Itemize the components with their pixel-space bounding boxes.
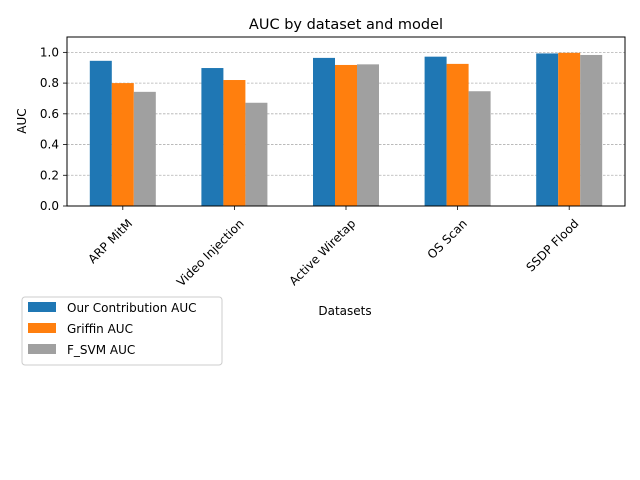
bar-2-arp-mitm xyxy=(111,83,134,206)
y-tick-label: 1.0 xyxy=(40,45,59,59)
bar-1-ssdp-flood xyxy=(536,53,559,207)
x-axis-label: Datasets xyxy=(318,304,371,318)
y-tick-label: 0.0 xyxy=(40,199,59,213)
bar-1-active-wiretap xyxy=(313,57,335,206)
y-tick-label: 0.2 xyxy=(40,168,59,182)
y-tick-label: 0.4 xyxy=(40,138,59,152)
y-tick-label: 0.8 xyxy=(40,76,59,90)
bar-2-video-injection xyxy=(223,80,246,206)
legend-label: Griffin AUC xyxy=(67,322,133,336)
bar-3-arp-mitm xyxy=(133,91,156,206)
bar-3-video-injection xyxy=(245,102,268,206)
y-axis-ticks: 0.0 0.2 0.4 0.6 0.8 1.0 xyxy=(40,45,67,213)
bar-3-ssdp-flood xyxy=(580,54,603,206)
legend-label: Our Contribution AUC xyxy=(67,301,197,315)
y-tick-label: 0.6 xyxy=(40,107,59,121)
legend-label: F_SVM AUC xyxy=(67,343,135,357)
bar-3-active-wiretap xyxy=(357,64,379,206)
bars xyxy=(89,52,603,207)
legend-swatch xyxy=(28,302,56,312)
chart-title: AUC by dataset and model xyxy=(249,17,443,33)
y-axis-label: AUC xyxy=(15,108,29,133)
bar-2-ssdp-flood xyxy=(558,52,581,206)
legend-swatch xyxy=(28,344,56,354)
legend-swatch xyxy=(28,323,56,333)
y-grid xyxy=(67,51,625,176)
bar-1-video-injection xyxy=(201,68,224,206)
legend: Our Contribution AUC Griffin AUC F_SVM AUC xyxy=(21,296,223,366)
bar-2-os-scan xyxy=(446,63,469,206)
bar-3-os-scan xyxy=(468,91,491,206)
legend-items: Our Contribution AUC Griffin AUC F_SVM AUC xyxy=(28,301,197,357)
bar-1-os-scan xyxy=(424,56,447,207)
bar-1-arp-mitm xyxy=(89,60,112,207)
legend-frame xyxy=(21,296,223,366)
bar-2-active-wiretap xyxy=(335,64,357,206)
